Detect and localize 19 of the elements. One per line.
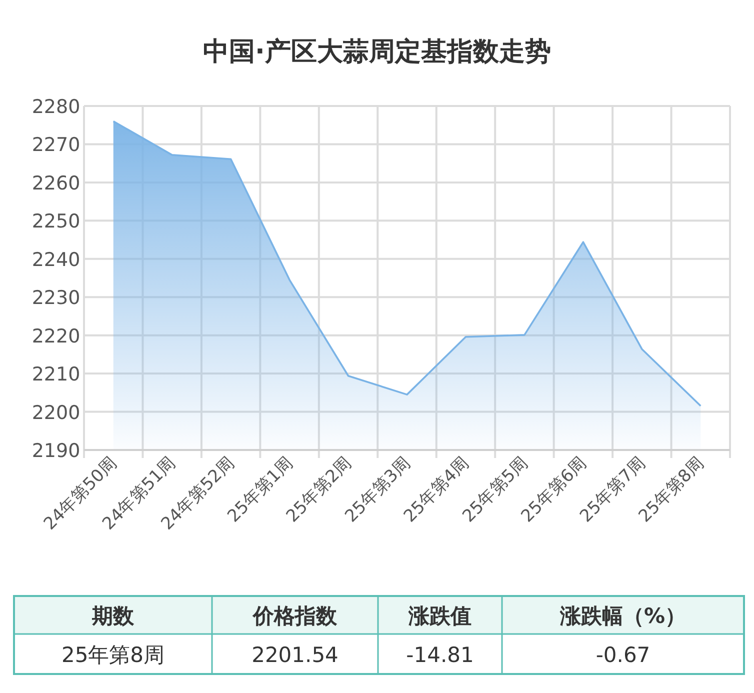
text: 2201.54 — [252, 643, 338, 667]
y-tick-label: 2250 — [32, 210, 80, 233]
y-tick-label: 2200 — [32, 402, 80, 424]
y-tick-label: 2210 — [32, 364, 80, 386]
y-tick-label: 2270 — [32, 134, 80, 156]
chart-title: 中国·产区大蒜周定基指数走势 — [203, 37, 551, 67]
text: 价格指数 — [252, 604, 338, 628]
text: 涨跌幅（%） — [558, 604, 686, 628]
text: -14.81 — [406, 643, 474, 667]
y-tick-label: 2280 — [32, 96, 80, 118]
text: 25年第8周 — [61, 643, 165, 667]
text: 涨跌值 — [408, 604, 472, 628]
text: -0.67 — [596, 643, 650, 667]
text: 期数 — [91, 604, 135, 628]
y-tick-label: 2240 — [32, 248, 80, 271]
y-tick-label: 2190 — [32, 440, 80, 462]
y-tick-label: 2220 — [32, 325, 80, 348]
y-tick-label: 2260 — [32, 172, 80, 194]
y-tick-label: 2230 — [32, 287, 80, 310]
